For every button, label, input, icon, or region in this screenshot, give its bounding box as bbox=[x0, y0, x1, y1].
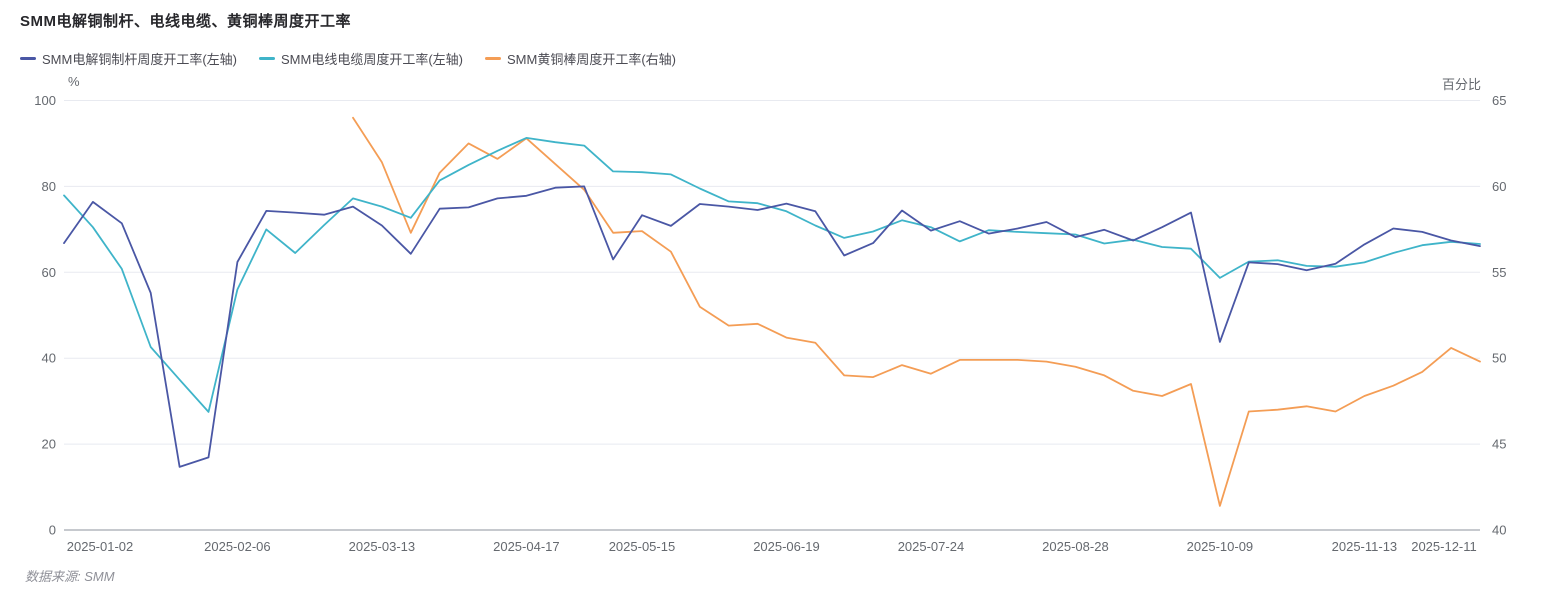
series-line-copper_rod[interactable] bbox=[63, 185, 1481, 468]
y-left-tick-label: 40 bbox=[42, 351, 56, 366]
y-left-tick-label: 0 bbox=[49, 523, 56, 538]
y-right-tick-label: 60 bbox=[1492, 179, 1506, 194]
x-tick-label: 2025-02-06 bbox=[204, 539, 271, 554]
legend-item-brass-rod[interactable]: SMM黄铜棒周度开工率(右轴) bbox=[485, 49, 676, 68]
series-line-wire_cable[interactable] bbox=[63, 136, 1481, 413]
x-tick-label: 2025-12-11 bbox=[1411, 539, 1477, 554]
legend-item-label: SMM黄铜棒周度开工率(右轴) bbox=[507, 52, 676, 67]
legend-line-marker-icon bbox=[259, 57, 275, 60]
series-line-brass_rod[interactable] bbox=[352, 116, 1481, 507]
legend-item-wire-cable[interactable]: SMM电线电缆周度开工率(左轴) bbox=[259, 49, 463, 68]
x-tick-label: 2025-04-17 bbox=[493, 539, 560, 554]
legend-item-label: SMM电解铜制杆周度开工率(左轴) bbox=[42, 52, 237, 67]
y-left-tick-label: 80 bbox=[42, 179, 56, 194]
legend: SMM电解铜制杆周度开工率(左轴) SMM电线电缆周度开工率(左轴) SMM黄铜… bbox=[20, 49, 676, 68]
legend-line-marker-icon bbox=[485, 57, 501, 60]
y-right-tick-label: 55 bbox=[1492, 265, 1506, 280]
x-tick-label: 2025-06-19 bbox=[753, 539, 820, 554]
legend-item-label: SMM电线电缆周度开工率(左轴) bbox=[281, 52, 463, 67]
y-right-tick-label: 65 bbox=[1492, 93, 1506, 108]
x-tick-label: 2025-07-24 bbox=[898, 539, 965, 554]
x-tick-label: 2025-11-13 bbox=[1332, 539, 1398, 554]
x-tick-label: 2025-05-15 bbox=[609, 539, 676, 554]
x-tick-label: 2025-10-09 bbox=[1187, 539, 1254, 554]
y-right-tick-label: 45 bbox=[1492, 437, 1506, 452]
data-source-note: 数据来源: SMM bbox=[25, 569, 115, 584]
y-right-tick-label: 40 bbox=[1492, 523, 1506, 538]
chart-title: SMM电解铜制杆、电线电缆、黄铜棒周度开工率 bbox=[20, 13, 351, 30]
y-left-tick-label: 100 bbox=[34, 93, 56, 108]
legend-line-marker-icon bbox=[20, 57, 36, 60]
y-right-tick-label: 50 bbox=[1492, 351, 1506, 366]
right-axis-unit-label: 百分比 bbox=[1442, 77, 1482, 92]
y-left-tick-label: 60 bbox=[42, 265, 56, 280]
legend-item-copper-rod[interactable]: SMM电解铜制杆周度开工率(左轴) bbox=[20, 49, 237, 68]
x-tick-label: 2025-03-13 bbox=[349, 539, 416, 554]
left-axis-unit-label: % bbox=[68, 74, 80, 89]
x-tick-label: 2025-08-28 bbox=[1042, 539, 1109, 554]
x-tick-label: 2025-01-02 bbox=[67, 539, 134, 554]
y-left-tick-label: 20 bbox=[42, 437, 56, 452]
